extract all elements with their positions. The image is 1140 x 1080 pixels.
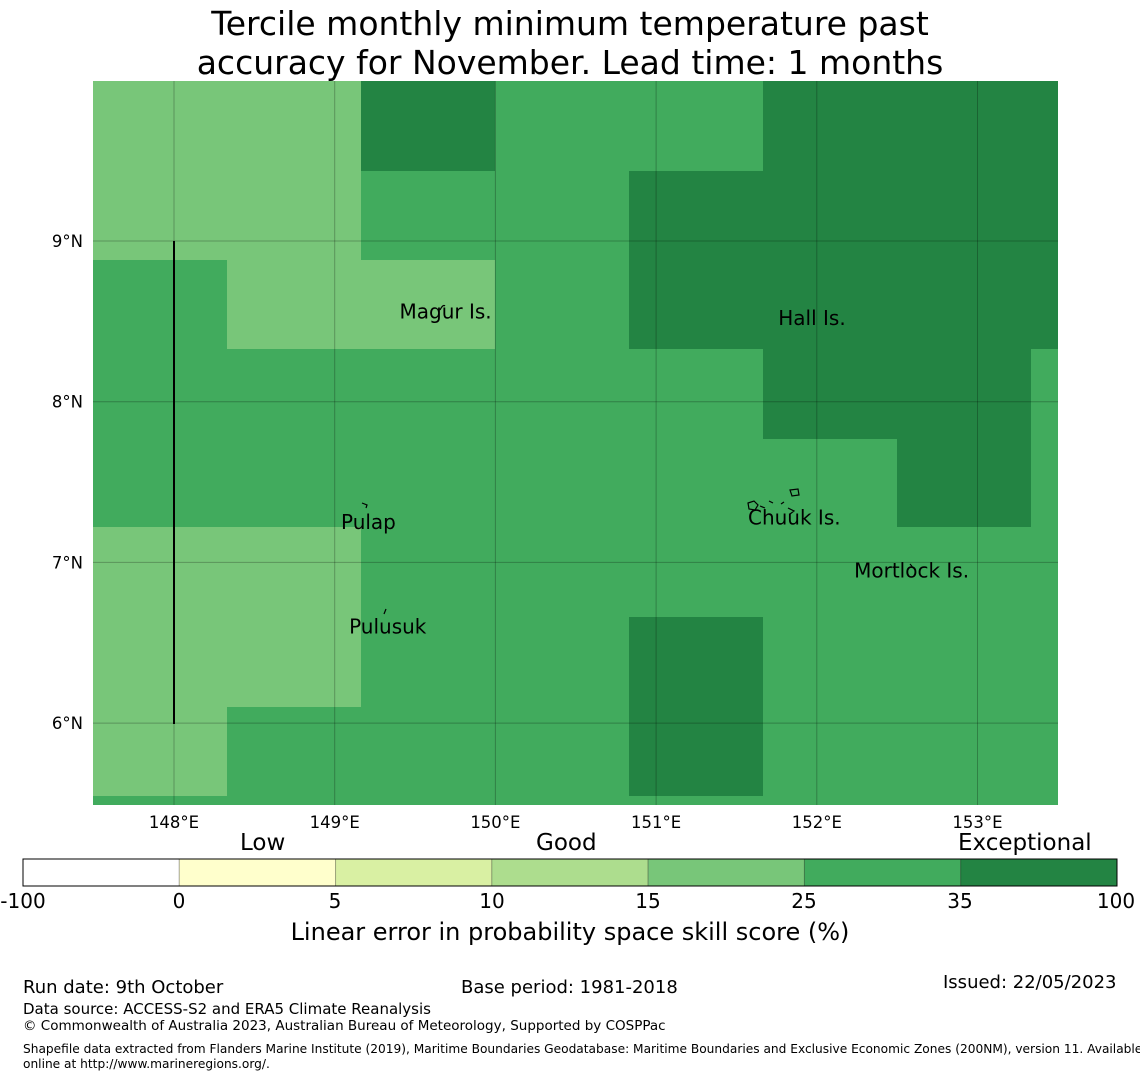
latitude-tick-label: 9°N — [52, 232, 83, 251]
place-label: Magur Is. — [400, 300, 492, 324]
shapefile-credit-line-1: Shapefile data extracted from Flanders M… — [23, 1042, 1140, 1056]
skill-cell — [629, 617, 763, 796]
latitude-tick-label: 7°N — [52, 553, 83, 572]
skill-cell — [361, 81, 495, 171]
pulusuk-island-outline — [383, 608, 387, 615]
island-outlines — [361, 304, 914, 615]
run-date: Run date: 9th October — [23, 977, 224, 998]
longitude-tick-label: 153°E — [952, 813, 1002, 832]
place-label: Hall Is. — [778, 306, 845, 330]
copyright: © Commonwealth of Australia 2023, Austra… — [23, 1018, 666, 1034]
skill-cell — [227, 260, 495, 349]
latitude-tick-label: 6°N — [52, 714, 83, 733]
data-source: Data source: ACCESS-S2 and ERA5 Climate … — [23, 1000, 431, 1018]
colorbar-tick: 100 — [1096, 889, 1136, 913]
mortlock-island-outline — [909, 563, 914, 569]
chart-title: Tercile monthly minimum temperature past… — [0, 4, 1140, 82]
colorbar-segment — [647, 858, 805, 887]
colorbar-segment — [491, 858, 649, 887]
place-label: Mortlock Is. — [854, 558, 969, 582]
skill-cell — [629, 171, 1058, 349]
skill-grid — [93, 81, 1058, 805]
pulap-island-outline — [361, 502, 368, 509]
base-period: Base period: 1981-2018 — [461, 977, 678, 998]
colorbar-frame — [22, 858, 1118, 887]
latitude-tick-label: 8°N — [52, 393, 83, 412]
shapefile-credit-line-2: online at http://www.marineregions.org/. — [23, 1057, 270, 1071]
longitude-tick-label: 148°E — [149, 813, 199, 832]
colorbar — [22, 858, 1118, 887]
colorbar-tick: 0 — [172, 889, 186, 913]
skill-cell — [763, 349, 1031, 439]
issued-date: Issued: 22/05/2023 — [943, 972, 1117, 993]
magur-island-outline — [439, 304, 446, 311]
colorbar-tick: -100 — [0, 889, 46, 913]
skill-cell — [763, 81, 1058, 171]
longitude-tick-label: 151°E — [631, 813, 681, 832]
colorbar-label: Linear error in probability space skill … — [290, 918, 850, 946]
title-line-2: accuracy for November. Lead time: 1 mont… — [196, 43, 944, 82]
longitude-tick-label: 150°E — [470, 813, 520, 832]
chuuk-island-outline — [747, 488, 800, 515]
graticule — [93, 81, 1058, 805]
colorbar-segment — [960, 858, 1118, 887]
skill-cell — [93, 707, 227, 796]
colorbar-tick: 10 — [479, 889, 505, 913]
place-label: Chuuk Is. — [748, 505, 841, 529]
longitude-tick-label: 149°E — [310, 813, 360, 832]
colorbar-tick: 15 — [635, 889, 661, 913]
longitude-tick-label: 152°E — [792, 813, 842, 832]
colorbar-segment — [178, 858, 337, 887]
colorbar-segment — [22, 858, 180, 887]
colorbar-tick: 25 — [791, 889, 817, 913]
place-label: Pulusuk — [349, 615, 427, 639]
colorbar-category-low: Low — [240, 830, 286, 856]
colorbar-tick: 5 — [328, 889, 342, 913]
skill-cell — [1031, 349, 1058, 805]
colorbar-segment — [803, 858, 962, 887]
colorbar-category-good: Good — [536, 830, 597, 856]
colorbar-segment — [335, 858, 493, 887]
title-line-1: Tercile monthly minimum temperature past — [211, 4, 929, 43]
colorbar-tick: 35 — [947, 889, 973, 913]
skill-cell — [93, 527, 361, 707]
latitude-ticks: 9°N 8°N 7°N 6°N — [52, 232, 83, 733]
colorbar-category-exceptional: Exceptional — [958, 830, 1092, 856]
skill-cell — [93, 81, 361, 260]
place-label: Pulap — [341, 510, 396, 534]
longitude-ticks: 148°E 149°E 150°E 151°E 152°E 153°E — [149, 813, 1003, 832]
skill-cell — [897, 439, 1031, 527]
place-labels: Magur Is. Hall Is. Pulap Chuuk Is. Mortlock … — [341, 300, 969, 639]
